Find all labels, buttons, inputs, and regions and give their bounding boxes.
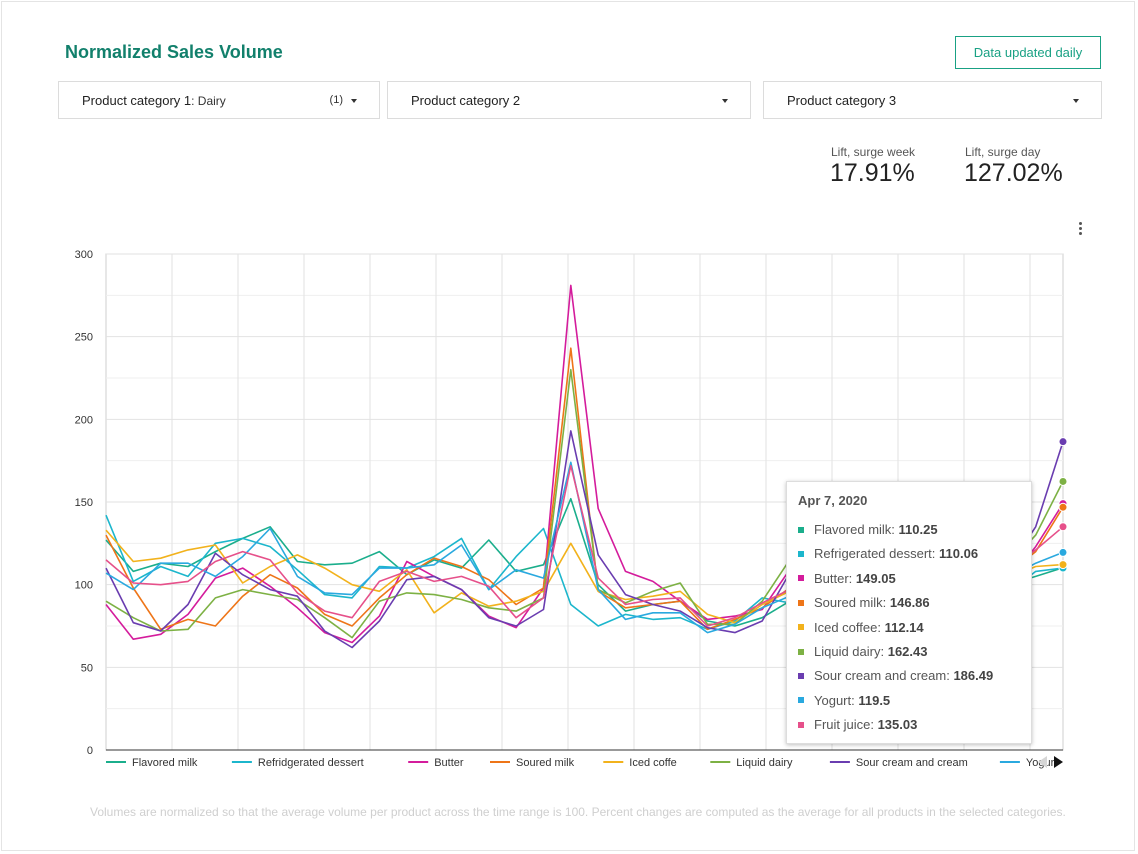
legend-next-icon[interactable] — [1054, 756, 1063, 768]
tooltip-series-value: 110.25 — [898, 522, 938, 537]
surge-week-label: Lift, surge week — [831, 145, 916, 159]
tooltip-swatch — [798, 526, 804, 533]
tooltip-date: Apr 7, 2020 — [798, 493, 868, 508]
tooltip-swatch — [798, 550, 804, 557]
legend-label: Flavored milk — [132, 757, 198, 769]
tooltip-series-name: Sour cream and cream: — [814, 668, 954, 684]
category-3-label: Product category 3 — [787, 92, 897, 108]
tooltip-row: Liquid dairy: 162.43 — [798, 644, 927, 659]
tooltip-series-value: 149.05 — [855, 570, 896, 586]
legend-label: Soured milk — [516, 757, 575, 769]
legend-label: Refridgerated dessert — [258, 757, 364, 769]
y-tick-label: 300 — [75, 249, 93, 261]
tooltip-series-value: 135.03 — [877, 717, 918, 733]
tooltip-series-name: Yogurt: — [814, 692, 859, 708]
tooltip-row: Butter: 149.05 — [798, 571, 896, 586]
tooltip-series-name: Iced coffee: — [814, 619, 885, 635]
series-end-point-4 — [1058, 560, 1068, 570]
tooltip-row: Yogurt: 119.5 — [798, 693, 890, 708]
data-updated-button[interactable]: Data updated daily — [955, 36, 1101, 69]
tooltip-row: Refrigerated dessert: 110.06 — [798, 546, 978, 561]
category-1-count: (1) — [329, 94, 343, 106]
chevron-down-icon — [1073, 99, 1079, 103]
tooltip-series-name: Liquid dairy: — [814, 644, 888, 659]
surge-day-label: Lift, surge day — [965, 145, 1041, 159]
series-end-point-6 — [1058, 437, 1068, 447]
chart-tooltip: Apr 7, 2020 Flavored milk: 110.25 Refrige… — [786, 481, 1032, 744]
tooltip-series-value: 112.14 — [884, 619, 924, 635]
tooltip-row: Fruit juice: 135.03 — [798, 717, 917, 732]
tooltip-series-name: Butter: — [814, 570, 856, 586]
tooltip-series-value: 146.86 — [889, 595, 930, 611]
chevron-down-icon — [722, 99, 728, 103]
tooltip-series-name: Soured milk: — [814, 595, 890, 611]
tooltip-swatch — [798, 599, 804, 606]
tooltip-series-name: Refrigerated dessert: — [814, 546, 940, 562]
legend-prev-icon[interactable] — [1038, 756, 1047, 768]
legend-label: Iced coffe — [629, 757, 677, 769]
series-end-point-3 — [1058, 502, 1068, 512]
y-tick-label: 100 — [75, 580, 93, 592]
tooltip-series-name: Fruit juice: — [814, 717, 878, 733]
category-1-dropdown[interactable]: Product category 1: Dairy (1) — [58, 81, 380, 119]
category-2-dropdown[interactable]: Product category 2 — [387, 81, 751, 119]
y-tick-label: 150 — [75, 497, 93, 509]
tooltip-row: Flavored milk: 110.25 — [798, 522, 938, 537]
tooltip-row: Soured milk: 146.86 — [798, 595, 930, 610]
series-end-point-8 — [1058, 522, 1068, 532]
tooltip-swatch — [798, 575, 804, 582]
tooltip-series-value: 186.49 — [953, 668, 994, 684]
page-title: Normalized Sales Volume — [65, 42, 283, 62]
legend-label: Liquid dairy — [736, 757, 793, 769]
tooltip-swatch — [798, 648, 804, 655]
legend-label: Sour cream and cream — [856, 757, 968, 769]
surge-week-value: 17.91% — [830, 159, 915, 187]
y-tick-label: 50 — [81, 662, 93, 674]
category-3-dropdown[interactable]: Product category 3 — [763, 81, 1102, 119]
series-end-point-5 — [1058, 476, 1068, 486]
tooltip-row: Sour cream and cream: 186.49 — [798, 668, 993, 683]
tooltip-swatch — [798, 721, 804, 728]
category-1-label: Product category 1: Dairy — [82, 92, 226, 108]
chevron-down-icon — [351, 99, 357, 103]
tooltip-series-value: 119.5 — [858, 692, 891, 708]
y-tick-label: 250 — [75, 332, 93, 344]
tooltip-swatch — [798, 672, 804, 679]
footnote: Volumes are normalized so that the avera… — [90, 805, 1066, 819]
surge-day-value: 127.02% — [964, 159, 1063, 187]
legend-label: Butter — [434, 757, 464, 769]
tooltip-row: Iced coffee: 112.14 — [798, 620, 924, 635]
more-options-icon[interactable] — [1077, 222, 1083, 236]
tooltip-series-value: 110.06 — [939, 546, 979, 562]
y-tick-label: 200 — [75, 414, 93, 426]
y-tick-label: 0 — [87, 745, 93, 757]
tooltip-swatch — [798, 697, 804, 704]
series-end-point-7 — [1058, 547, 1068, 557]
tooltip-series-name: Flavored milk: — [814, 522, 899, 537]
tooltip-swatch — [798, 624, 804, 631]
category-2-label: Product category 2 — [411, 92, 521, 108]
tooltip-series-value: 162.43 — [887, 644, 928, 659]
